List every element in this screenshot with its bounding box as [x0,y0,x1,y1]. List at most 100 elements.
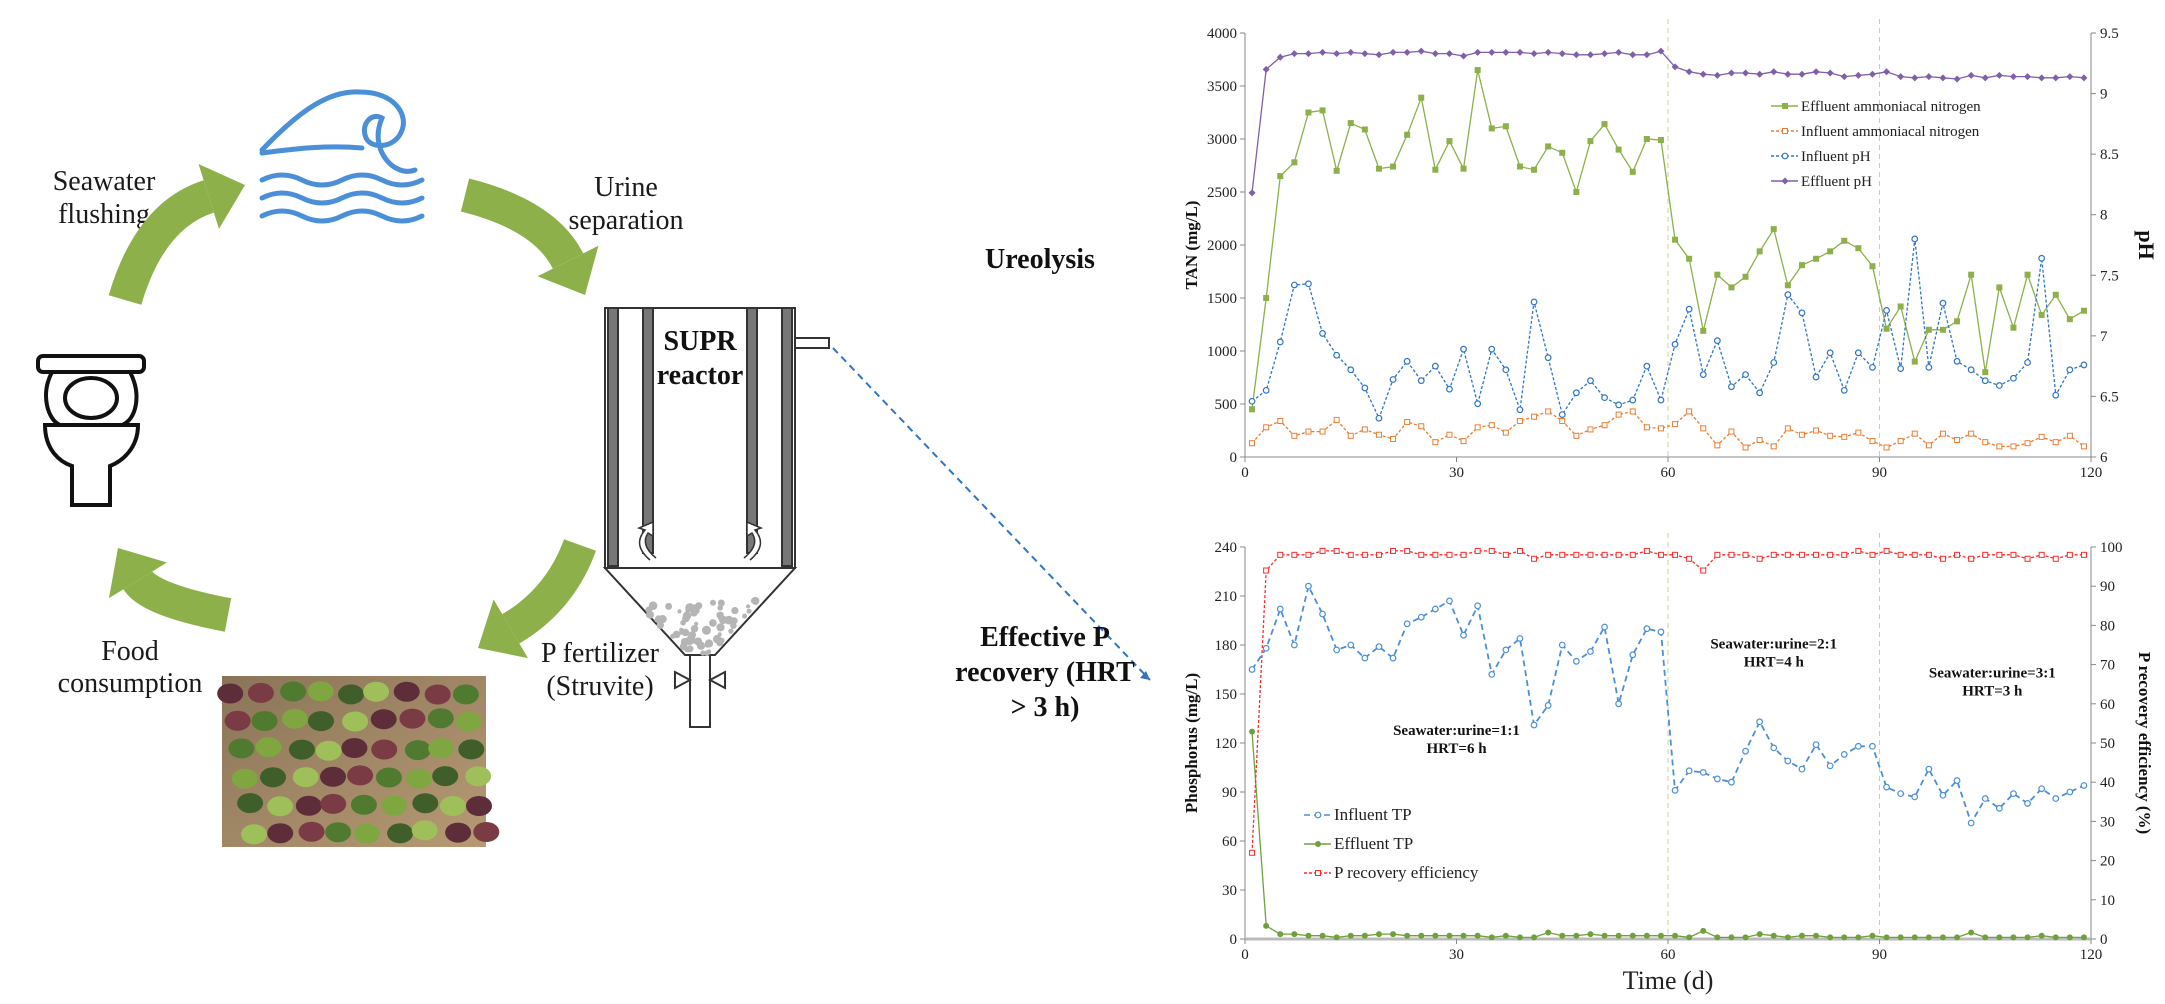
data-point [1475,603,1481,609]
data-point [1940,431,1945,436]
data-point [1782,153,1788,159]
y-tick-label: 240 [1215,540,1238,556]
data-point [1602,395,1608,401]
data-point [2010,934,2016,940]
data-point [1560,418,1565,423]
data-point [1939,74,1946,81]
phase-annotation: HRT=6 h [1426,741,1487,757]
data-point [1616,701,1622,707]
data-point [1602,121,1608,127]
data-point [1334,647,1340,653]
data-point [1574,433,1579,438]
data-point [1644,136,1650,142]
lettuce-plant [412,820,438,840]
lettuce-plant [473,822,499,842]
data-point [1630,409,1635,414]
data-point [1629,51,1636,58]
struvite-particle [731,607,738,614]
cycle-arrow-body [138,580,228,615]
data-point [1912,552,1917,557]
data-point [1418,614,1424,620]
y-right-tick-label: 60 [2100,697,2115,713]
data-point [1870,439,1875,444]
lettuce-plant [405,740,431,760]
data-point [1433,606,1439,612]
data-point [1969,431,1974,436]
data-point [1489,548,1494,553]
data-point [1996,284,2002,290]
data-point [1334,352,1340,358]
data-point [1644,933,1650,939]
data-point [1672,342,1678,348]
data-point [1517,934,1523,940]
data-point [1968,72,1975,79]
y-right-tick-label: 10 [2100,893,2115,909]
data-point [1461,166,1467,172]
data-point [1911,74,1918,81]
y-right-axis-title: P recovery efficiency (%) [2135,652,2154,834]
data-point [2025,801,2031,807]
lettuce-plant [241,824,267,844]
data-point [1460,53,1467,60]
data-point [1306,429,1311,434]
lettuce-plant [237,793,263,813]
struvite-particle [682,629,689,636]
lettuce-plant [316,741,342,761]
struvite-particle [665,603,672,610]
data-point [1559,933,1565,939]
data-point [1475,425,1480,430]
data-point [1926,327,1932,333]
data-point [1362,385,1368,391]
data-point [1785,552,1790,557]
data-point [1813,68,1820,75]
lettuce-plant [267,796,293,816]
data-point [1306,583,1312,589]
data-point [1983,440,1988,445]
data-point [1814,552,1819,557]
label-p-fertilizer-2: (Struvite) [546,671,653,702]
data-point [1532,556,1537,561]
data-point [1362,126,1368,132]
lettuce-plant [466,796,492,816]
data-point [2081,444,2086,449]
data-point [1883,68,1890,75]
y-right-tick-label: 70 [2100,658,2115,674]
data-point [1376,166,1382,172]
data-point [1715,338,1721,344]
y-tick-label: 2000 [1207,238,1237,254]
data-point [1782,178,1789,185]
data-point [1982,369,1988,375]
data-point [1630,169,1636,175]
data-point [1404,49,1411,56]
data-point [1799,432,1804,437]
lettuce-plant [228,738,254,758]
data-point [2039,552,2044,557]
data-point [1418,933,1424,939]
data-point [1475,67,1481,73]
data-point [1968,272,1974,278]
data-point [1798,71,1805,78]
struvite-particle [716,623,724,631]
data-point [1391,548,1396,553]
data-point [1771,933,1777,939]
data-point [1715,443,1720,448]
data-point [1573,933,1579,939]
struvite-particle [691,610,698,617]
data-point [1686,934,1692,940]
y-right-tick-label: 100 [2100,540,2123,556]
y-tick-label: 1000 [1207,344,1237,360]
data-point [1686,256,1692,262]
data-point [1686,306,1692,312]
lettuce-plant [225,711,251,731]
data-point [2053,292,2059,298]
data-point [1714,72,1721,79]
data-point [1503,123,1509,129]
struvite-particle [697,642,705,650]
label-seawater-flushing-2: flushing [58,199,150,230]
struvite-particle [707,649,711,653]
struvite-particle [687,645,694,652]
data-point [1277,931,1283,937]
data-point [1757,556,1762,561]
data-point [1277,606,1283,612]
data-point [1347,49,1354,56]
